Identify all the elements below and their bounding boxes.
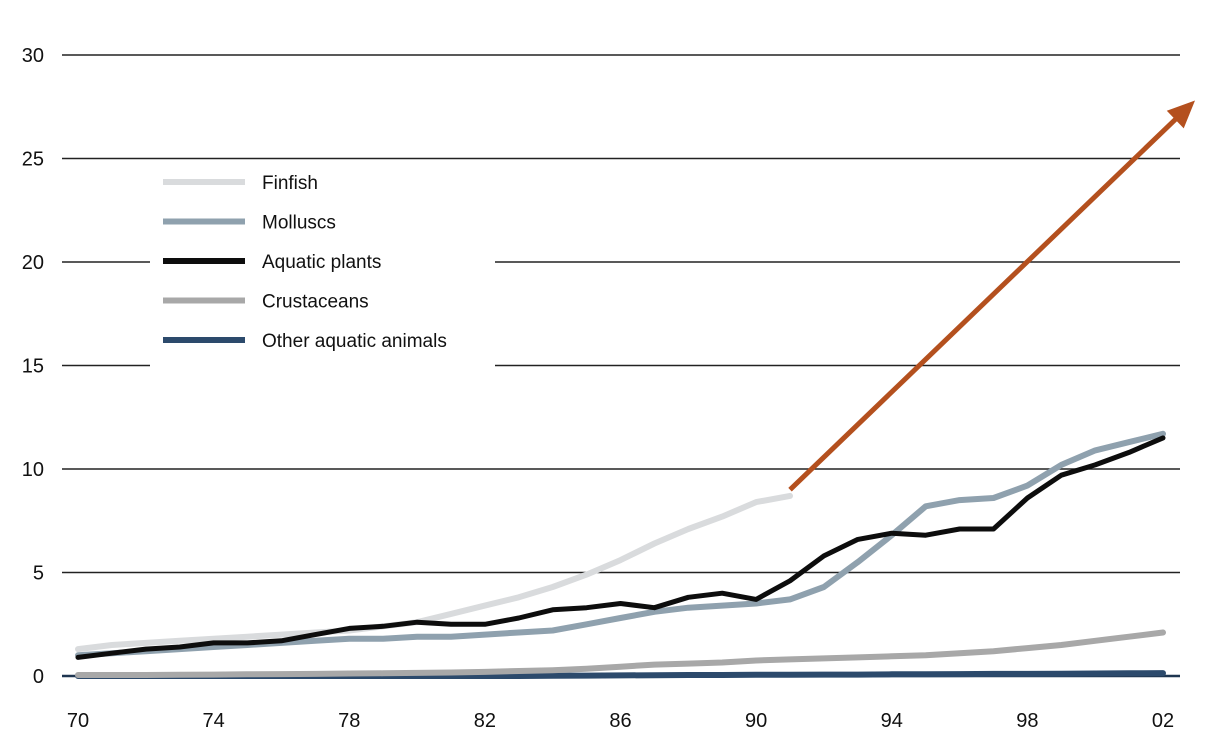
x-tick-label: 94 — [881, 710, 903, 730]
x-tick-label: 78 — [338, 710, 360, 730]
trend-arrow-shaft — [788, 114, 1181, 492]
legend-label: Other aquatic animals — [262, 331, 447, 352]
legend-label: Molluscs — [262, 213, 336, 234]
y-axis-ticks: 0 5 10 15 20 25 30 — [22, 45, 44, 688]
trend-arrow-head — [1166, 100, 1195, 129]
y-tick-label: 0 — [33, 666, 44, 688]
series-line-finfish — [75, 492, 793, 653]
legend-label: Crustaceans — [262, 292, 369, 313]
x-tick-label: 98 — [1016, 710, 1038, 730]
x-tick-label: 74 — [203, 710, 225, 730]
x-tick-label: 90 — [745, 710, 767, 730]
y-tick-label: 25 — [22, 149, 44, 171]
y-tick-label: 5 — [33, 563, 44, 585]
trend-arrow-annotation — [788, 100, 1195, 492]
series-lines — [75, 430, 1166, 679]
x-tick-label: 70 — [67, 710, 89, 730]
y-tick-label: 15 — [22, 356, 44, 378]
y-tick-label: 10 — [22, 459, 44, 481]
legend-label: Finfish — [262, 173, 318, 194]
legend: Finfish Molluscs Aquatic plants Crustaceans… — [150, 160, 495, 375]
series-line-molluscs — [75, 430, 1166, 659]
y-tick-label: 30 — [22, 45, 44, 67]
legend-label: Aquatic plants — [262, 252, 381, 273]
series-line-crustaceans — [75, 629, 1166, 678]
x-tick-label: 86 — [609, 710, 631, 730]
y-tick-label: 20 — [22, 252, 44, 274]
series-line-aquatic-plants — [75, 435, 1166, 660]
x-tick-label: 82 — [474, 710, 496, 730]
x-tick-label: 02 — [1152, 710, 1174, 730]
x-axis-ticks: 70 74 78 82 86 90 94 98 02 — [67, 710, 1174, 730]
